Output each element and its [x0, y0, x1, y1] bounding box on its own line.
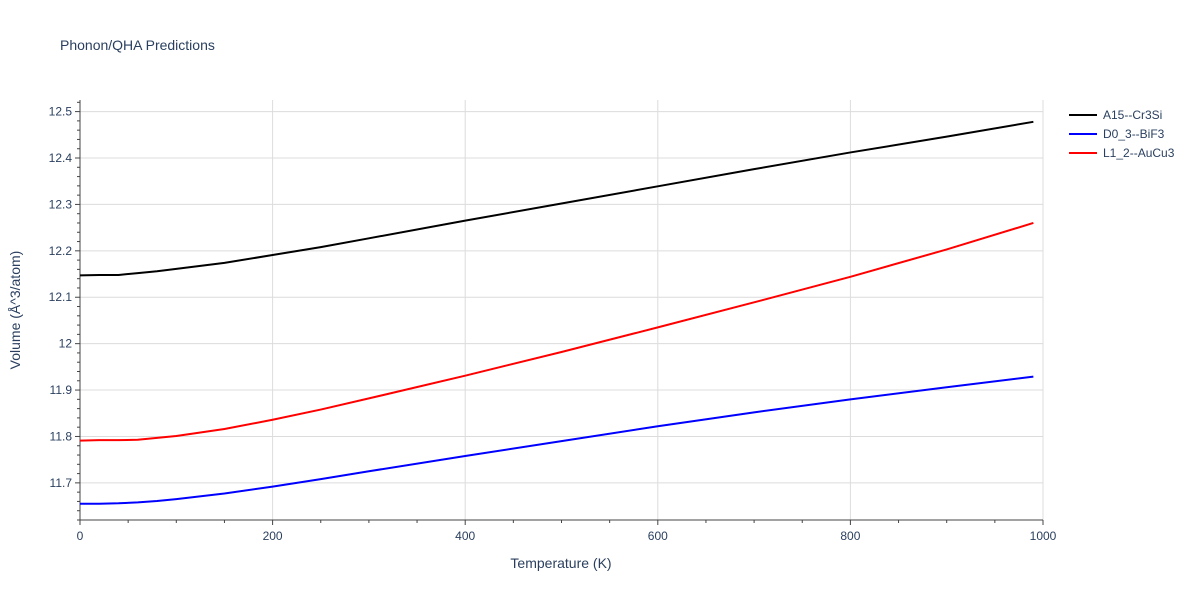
y-tick-label: 12.1: [49, 290, 73, 304]
x-tick-label: 600: [648, 529, 668, 543]
legend-item[interactable]: D0_3--BiF3: [1069, 127, 1165, 141]
y-tick-label: 11.7: [50, 476, 73, 490]
y-tick-label: 12.3: [49, 197, 73, 211]
series-line-1: [79, 120, 1034, 277]
x-tick-label: 400: [455, 529, 475, 543]
legend-label: L1_2--AuCu3: [1103, 146, 1175, 160]
grid-layer: [80, 100, 1044, 520]
x-axis-title: Temperature (K): [510, 555, 611, 571]
y-tick-label: 12: [59, 337, 73, 351]
y-axis-title: Volume (Å^3/atom): [7, 251, 23, 370]
series-layer: [79, 120, 1034, 505]
y-tick-label: 12.5: [49, 105, 73, 119]
x-tick-label: 200: [263, 529, 283, 543]
chart-title: Phonon/QHA Predictions: [60, 37, 215, 53]
axis-layer: 0 200 400 600 800 1000 11.7 11.8 11.9 12 12.1 12.2 1…: [49, 100, 1057, 543]
y-tick-label: 11.8: [50, 429, 73, 443]
legend-item[interactable]: A15--Cr3Si: [1069, 108, 1162, 122]
legend-item[interactable]: L1_2--AuCu3: [1069, 146, 1175, 160]
x-tick-label: 800: [840, 529, 860, 543]
x-tick-label: 1000: [1030, 529, 1057, 543]
legend-label: D0_3--BiF3: [1103, 127, 1165, 141]
legend: A15--Cr3Si D0_3--BiF3 L1_2--AuCu3: [1069, 108, 1175, 160]
x-tick-label: 0: [77, 529, 84, 543]
legend-label: A15--Cr3Si: [1103, 108, 1162, 122]
y-tick-label: 12.2: [49, 244, 73, 258]
y-tick-label: 12.4: [49, 151, 73, 165]
series-line-3: [79, 222, 1034, 442]
y-tick-label: 11.9: [50, 383, 73, 397]
series-line-2: [80, 375, 1034, 505]
